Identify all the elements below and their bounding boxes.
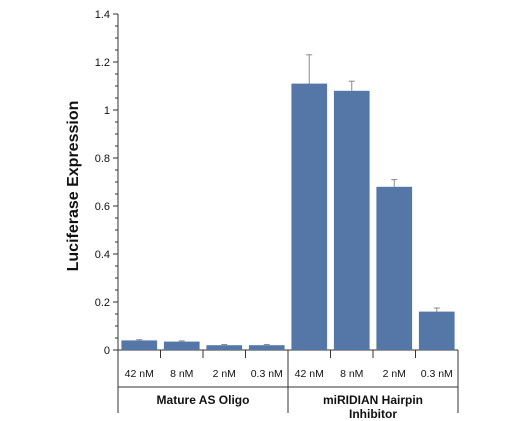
category-label: 8 nM (170, 368, 193, 380)
bar (333, 90, 370, 351)
category-label: 2 nM (213, 368, 236, 380)
bar (376, 186, 413, 350)
y-axis-label: Luciferase Expression (65, 101, 82, 272)
bar (418, 311, 455, 350)
group-label-line: miRIDIAN Hairpin (323, 393, 423, 407)
category-label: 2 nM (383, 368, 406, 380)
category-label: 8 nM (340, 368, 363, 380)
y-tick-label: 1.4 (95, 9, 110, 21)
y-tick-label: 0.6 (95, 201, 110, 213)
bar (248, 345, 285, 350)
bar (121, 340, 158, 350)
group-label: miRIDIAN Hairpin Inhibitor (323, 393, 423, 421)
error-bars (136, 54, 440, 346)
y-tick-label: 1 (104, 105, 110, 117)
category-label: 0.3 nM (251, 368, 283, 380)
labels: 0 0.2 0.4 0.6 0.8 1 1.2 1.4 42 nM 8 nM 2 nM 0.3 nM 4… (95, 9, 453, 421)
bars (121, 83, 455, 351)
group-label-line: Inhibitor (349, 407, 397, 421)
y-tick-label: 0 (104, 345, 110, 357)
group-label: Mature AS Oligo (157, 393, 250, 407)
y-tick-label: 0.2 (95, 297, 110, 309)
y-tick-label: 0.8 (95, 153, 110, 165)
bar (163, 341, 200, 350)
category-label: 42 nM (125, 368, 154, 380)
category-label: 0.3 nM (421, 368, 453, 380)
y-tick-label: 1.2 (95, 57, 110, 69)
category-label: 42 nM (295, 368, 324, 380)
group-label-line: Mature AS Oligo (157, 393, 250, 407)
bar (291, 83, 328, 350)
bar (206, 345, 243, 350)
y-tick-label: 0.4 (95, 249, 110, 261)
